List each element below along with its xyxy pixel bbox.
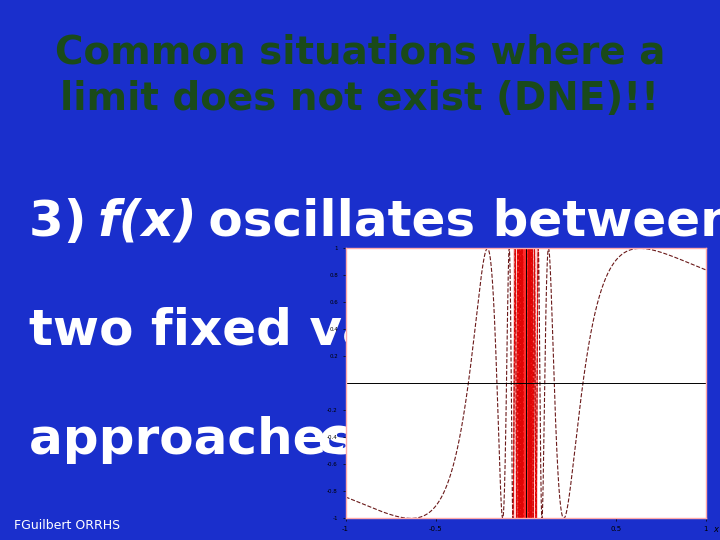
Text: f(x): f(x) [97, 198, 197, 246]
Text: approaches: approaches [29, 416, 374, 463]
Text: Common situations where a
limit does not exist (DNE)!!: Common situations where a limit does not… [55, 33, 665, 118]
Text: oscillates between: oscillates between [191, 198, 720, 246]
Text: x: x [515, 307, 547, 355]
Text: 3): 3) [29, 198, 121, 246]
Text: c.: c. [317, 416, 366, 463]
Text: two fixed values as: two fixed values as [29, 307, 590, 355]
Text: x: x [713, 525, 718, 534]
Text: FGuilbert ORRHS: FGuilbert ORRHS [14, 519, 120, 532]
